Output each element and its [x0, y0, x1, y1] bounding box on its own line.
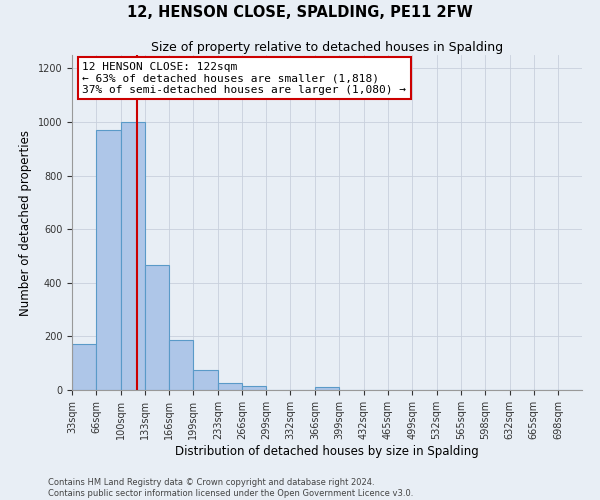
Bar — [316, 388, 340, 390]
Bar — [145, 266, 169, 390]
Bar — [72, 344, 96, 390]
Bar — [121, 122, 145, 390]
Bar — [193, 370, 218, 390]
Text: 12 HENSON CLOSE: 122sqm
← 63% of detached houses are smaller (1,818)
37% of semi: 12 HENSON CLOSE: 122sqm ← 63% of detache… — [82, 62, 406, 95]
Y-axis label: Number of detached properties: Number of detached properties — [19, 130, 32, 316]
Bar — [242, 386, 266, 390]
Text: 12, HENSON CLOSE, SPALDING, PE11 2FW: 12, HENSON CLOSE, SPALDING, PE11 2FW — [127, 5, 473, 20]
Bar — [169, 340, 193, 390]
Title: Size of property relative to detached houses in Spalding: Size of property relative to detached ho… — [151, 41, 503, 54]
X-axis label: Distribution of detached houses by size in Spalding: Distribution of detached houses by size … — [175, 444, 479, 458]
Bar — [96, 130, 121, 390]
Text: Contains HM Land Registry data © Crown copyright and database right 2024.
Contai: Contains HM Land Registry data © Crown c… — [48, 478, 413, 498]
Bar — [218, 384, 242, 390]
